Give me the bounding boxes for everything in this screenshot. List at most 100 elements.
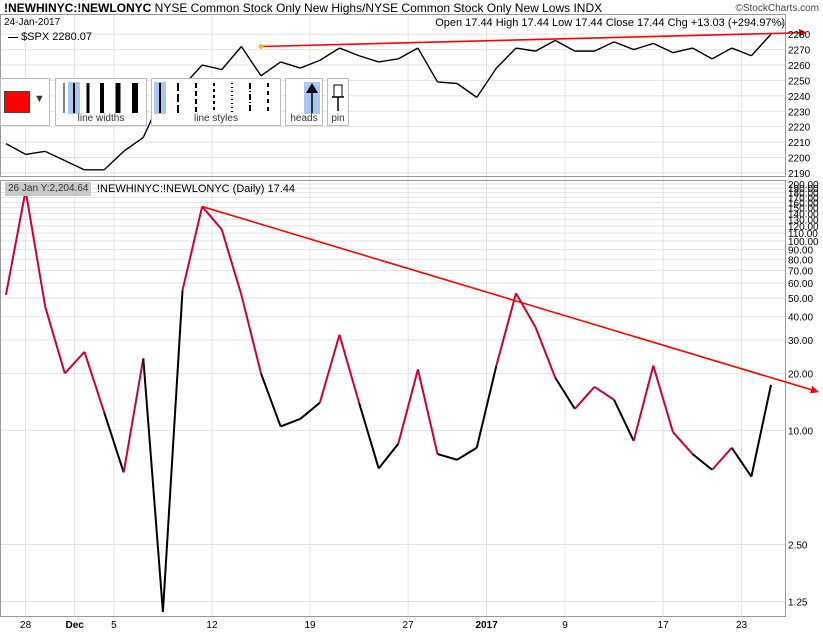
ratio-line-segment [574,386,596,410]
ratio-line-segment [280,417,301,428]
brand-logo: ©StockCharts.com [735,3,819,14]
x-tick-label: 5 [111,620,117,631]
y-tick-label: 2230 [788,107,811,118]
spx-line-segment [417,47,439,83]
legend-line-icon [8,36,18,38]
spx-line-segment [692,47,713,60]
spx-line-segment [280,61,301,69]
ratio-line-segment [515,292,537,328]
x-tick-label: 23 [736,620,748,631]
ratio-line-segment [240,294,262,374]
line-widths-group: line widths [55,78,147,126]
ratio-line-segment [318,334,341,404]
pin-icon[interactable] [328,81,348,115]
ratio-line-segment [554,377,576,410]
ratio-line-segment [495,292,517,366]
ratio-line-segment [672,431,694,455]
y-tick-label: 180.00 [788,189,819,200]
line-widths-label: line widths [77,113,125,124]
y-tick-label: 120.00 [788,222,819,233]
spx-legend-label: $SPX 2280.07 [21,31,93,43]
x-tick-label: 19 [304,620,316,631]
x-tick-label: Dec [65,620,84,631]
spx-line-segment [633,42,654,51]
ratio-line-segment [83,351,106,413]
ratio-line-segment [397,369,419,445]
line-styles-label: line styles [194,113,238,124]
x-tick-label: 12 [206,620,218,631]
spx-line-segment [672,47,693,54]
spx-panel [5,33,772,171]
spx-legend: $SPX 2280.07 [8,31,92,43]
trendlines[interactable] [201,28,819,394]
spx-trendline[interactable] [260,28,807,48]
ratio-line-segment [24,190,47,307]
ratio-line-segment [299,401,321,420]
spx-line-segment [240,46,262,77]
spx-line-segment [339,47,360,57]
ratio-panel [5,190,772,613]
spx-line-segment [750,33,772,57]
line-style-options [154,82,269,114]
ratio-line-segment [338,334,361,404]
y-tick-label: 2220 [788,123,811,134]
y-tick-label: 2.50 [788,540,808,551]
spx-line-segment [103,150,125,171]
y-tick-label: 140.00 [788,209,819,220]
y-tick-label: 100.00 [788,237,819,248]
color-picker[interactable]: ▼ [0,78,50,126]
spx-line-segment [594,41,615,52]
color-swatch[interactable] [4,91,30,113]
chevron-down-icon[interactable]: ▼ [34,93,45,105]
spx-line-segment [358,55,379,63]
y-tick-label: 1.25 [788,597,808,608]
ratio-line-segment [730,447,753,478]
ratio-line-segment [5,190,27,295]
spx-line-segment [221,46,242,71]
ratio-trendline[interactable] [201,205,819,394]
y-tick-label: 150.00 [788,204,819,215]
ratio-line-segment [122,358,145,473]
line-width-options [63,82,138,114]
spx-line-segment [201,64,222,71]
y-tick-label: 20.00 [788,369,813,380]
ratio-line-segment [44,306,66,374]
trendline-anchor[interactable] [258,44,264,49]
crosshair-tooltip: 26 Jan Y:2,204.64 [5,182,92,196]
arrow-head-icon[interactable] [306,83,318,93]
y-tick-label: 80.00 [788,255,813,266]
spx-line-segment [653,42,674,54]
ratio-line-segment [613,399,635,442]
spx-line-segment [731,47,752,57]
ratio-line-segment [220,229,243,296]
y-tick-label: 60.00 [788,279,813,290]
y-tick-label: 70.00 [788,266,813,277]
y-tick-label: 200.00 [788,180,819,191]
arrow-head-option[interactable] [286,81,322,115]
ratio-line-segment [103,411,125,473]
spx-line-segment [437,81,458,85]
ratio-line-segment [593,385,615,401]
line-styles-group: line styles [151,78,281,126]
y-tick-label: 190.00 [788,184,819,195]
symbol-label: !NEWHINYC:!NEWLONYC [4,1,152,15]
up-arrow-icon: ▲ [779,18,787,27]
y-tick-label: 50.00 [788,294,813,305]
quote-summary: Open 17.44 High 17.44 Low 17.44 Close 17… [435,17,785,29]
y-tick-label: 2210 [788,138,811,149]
y-tick-label: 160.00 [788,198,819,209]
spx-line-segment [613,41,634,51]
y-tick-label: 2200 [788,154,811,165]
y-tick-label: 2260 [788,61,811,72]
ratio-line-segment [750,384,772,477]
y-tick-label: 2280 [788,30,811,41]
y-tick-label: 2240 [788,92,811,103]
heads-group: heads [285,78,323,126]
spx-line-segment [378,58,399,63]
chart-header: !NEWHINYC:!NEWLONYC NYSE Common Stock On… [4,1,602,15]
ratio-line-segment [416,369,439,455]
y-tick-label: 90.00 [788,246,813,257]
ratio-line-segment [534,327,557,378]
y-tick-label: 110.00 [788,229,818,240]
ratio-line-segment [475,365,498,448]
